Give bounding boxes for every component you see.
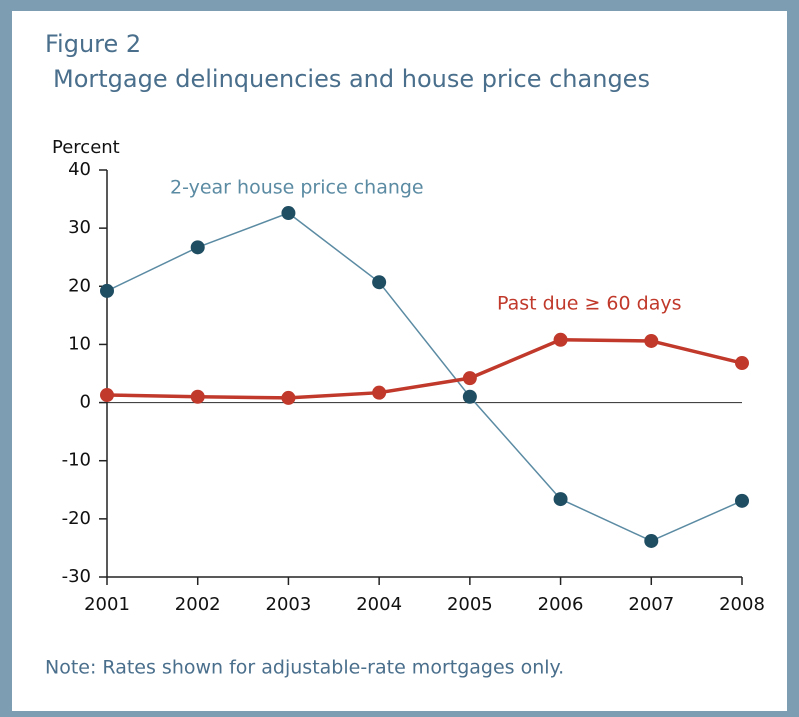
chart-title: Figure 2 — [45, 30, 141, 58]
note: Note: Rates shown for adjustable-rate mo… — [45, 657, 564, 679]
chart-subtitle: Mortgage delinquencies and house price c… — [53, 65, 650, 93]
data-point — [462, 371, 477, 386]
y-tick-label: 0 — [80, 392, 91, 413]
x-tick-label: 2007 — [628, 594, 674, 615]
y-tick-label: -20 — [62, 508, 91, 529]
y-tick-label: 10 — [68, 333, 91, 354]
x-tick-label: 2001 — [84, 594, 130, 615]
data-point — [281, 390, 296, 405]
series-label: 2-year house price change — [170, 177, 424, 199]
data-point — [372, 275, 387, 290]
y-tick-label: -30 — [62, 566, 91, 587]
y-tick-label: 40 — [68, 159, 91, 180]
series-line — [106, 212, 743, 542]
data-point — [644, 333, 659, 348]
data-point — [553, 332, 568, 347]
y-tick-label: 30 — [68, 217, 91, 238]
data-point — [462, 389, 477, 404]
data-point — [281, 206, 296, 221]
data-point — [735, 493, 749, 508]
x-tick-label: 2004 — [356, 594, 402, 615]
x-tick-label: 2005 — [447, 594, 493, 615]
y-tick-label: 20 — [68, 275, 91, 296]
data-point — [190, 240, 205, 255]
data-point — [190, 389, 205, 404]
x-tick-label: 2008 — [719, 594, 765, 615]
data-point — [372, 385, 387, 400]
data-point — [100, 388, 114, 403]
x-tick-label: 2003 — [266, 594, 312, 615]
y-tick-label: -10 — [62, 450, 91, 471]
data-point — [553, 492, 568, 507]
series-label: Past due ≥ 60 days — [497, 293, 682, 315]
y-axis-label: Percent — [52, 137, 120, 158]
data-point — [735, 356, 749, 371]
series-line — [106, 338, 743, 400]
data-point — [644, 533, 659, 548]
x-tick-label: 2002 — [175, 594, 221, 615]
data-point — [100, 283, 114, 298]
x-tick-label: 2006 — [538, 594, 584, 615]
